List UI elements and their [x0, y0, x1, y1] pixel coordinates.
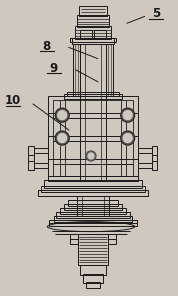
Bar	[80, 30, 92, 38]
Circle shape	[55, 108, 69, 122]
Bar	[67, 92, 119, 96]
Text: 8: 8	[43, 40, 51, 53]
Circle shape	[86, 151, 96, 161]
Bar	[38, 190, 148, 196]
Bar	[41, 186, 145, 192]
Text: 10: 10	[5, 94, 21, 107]
Bar	[64, 94, 122, 99]
Bar	[80, 266, 106, 275]
Bar	[56, 212, 130, 218]
Bar	[106, 44, 113, 96]
Bar	[44, 180, 142, 188]
Bar	[151, 146, 158, 170]
Circle shape	[58, 111, 67, 120]
Bar	[94, 30, 106, 38]
Circle shape	[58, 133, 67, 143]
Circle shape	[123, 111, 132, 120]
Bar	[49, 220, 137, 226]
Bar	[77, 196, 109, 216]
Circle shape	[121, 131, 135, 145]
Text: 5: 5	[152, 7, 160, 20]
Circle shape	[121, 108, 135, 122]
Bar	[72, 38, 114, 44]
Text: 9: 9	[49, 62, 58, 75]
Bar	[80, 96, 106, 181]
Bar	[73, 44, 80, 96]
Bar	[70, 38, 116, 41]
Bar	[70, 234, 78, 244]
Bar	[75, 25, 111, 38]
Circle shape	[123, 133, 132, 143]
Circle shape	[88, 153, 94, 159]
Bar	[77, 15, 109, 27]
Bar	[48, 96, 138, 181]
Circle shape	[55, 131, 69, 145]
Bar	[64, 204, 122, 210]
Bar	[60, 208, 126, 214]
Bar	[78, 234, 108, 266]
Bar	[138, 148, 151, 168]
Bar	[80, 44, 106, 96]
Bar	[53, 100, 133, 176]
Bar	[54, 216, 132, 222]
Bar	[79, 6, 107, 16]
Bar	[68, 200, 118, 206]
Bar	[83, 274, 103, 283]
Bar	[28, 146, 34, 170]
Bar	[86, 282, 100, 288]
Bar	[108, 234, 116, 244]
Bar	[34, 148, 48, 168]
